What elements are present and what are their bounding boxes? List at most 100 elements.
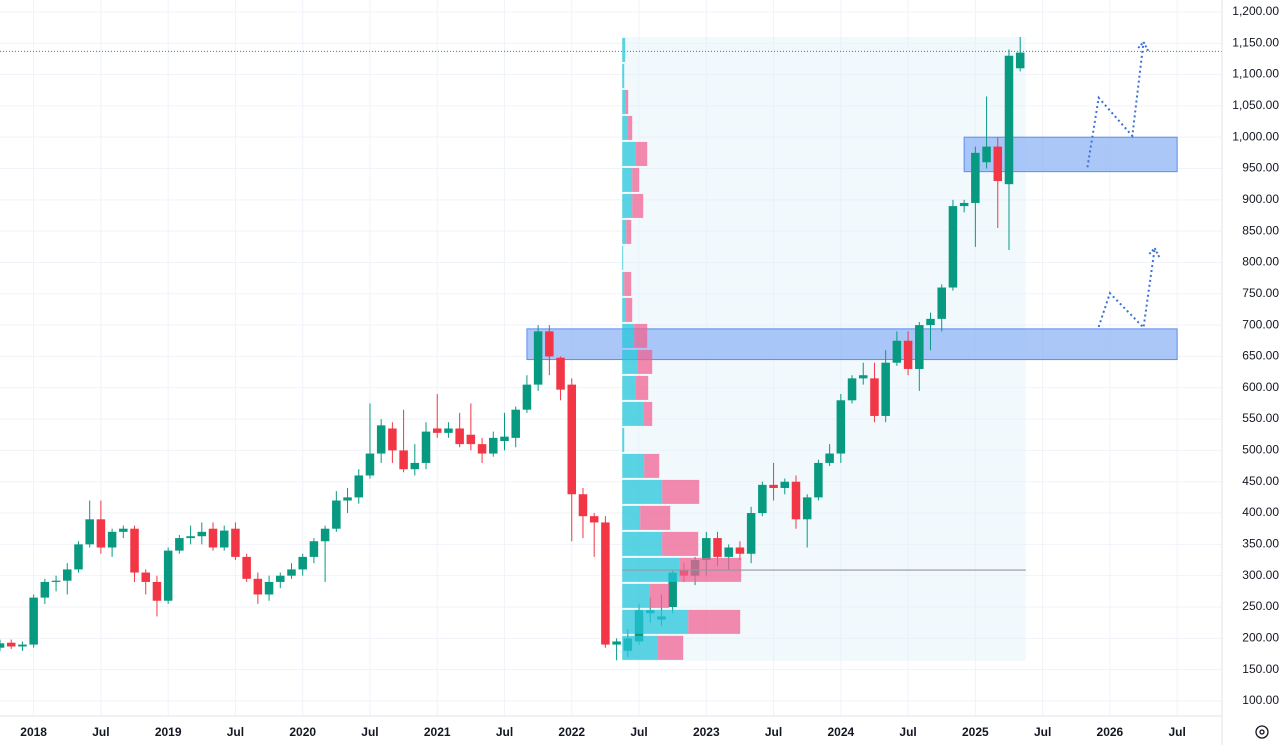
x-tick-label: 2025 xyxy=(962,725,989,739)
candle-body xyxy=(231,528,240,557)
profile-up xyxy=(622,531,663,556)
candle-body xyxy=(242,556,251,579)
candle-body xyxy=(466,434,476,445)
profile-up xyxy=(622,401,644,426)
candle-body xyxy=(814,462,823,498)
y-tick-label: 300.00 xyxy=(1242,568,1279,582)
candle-body xyxy=(141,572,151,582)
x-tick-label: Jul xyxy=(1034,725,1051,739)
candle-body xyxy=(444,428,453,433)
settings-ring[interactable] xyxy=(1255,725,1269,739)
candle-body xyxy=(152,581,162,601)
candle-body xyxy=(858,375,868,379)
candle-body xyxy=(802,497,812,520)
candle-body xyxy=(545,331,554,357)
candle-body xyxy=(74,544,83,570)
candle-body xyxy=(264,581,274,595)
candle-body xyxy=(847,378,857,401)
x-tick-label: 2026 xyxy=(1097,725,1124,739)
candle-body xyxy=(511,409,520,438)
candle-body xyxy=(489,437,498,454)
profile-up xyxy=(622,115,628,140)
candle-body xyxy=(533,331,543,385)
projection-arrowhead xyxy=(1136,40,1150,52)
x-tick-label: 2020 xyxy=(289,725,316,739)
candle-body xyxy=(971,152,980,203)
candle-body xyxy=(702,538,711,561)
y-tick-label: 250.00 xyxy=(1242,599,1279,613)
candle-body xyxy=(107,531,117,548)
profile-down xyxy=(634,323,648,348)
candle-body xyxy=(6,642,16,647)
x-tick-label: Jul xyxy=(361,725,378,739)
candle-body xyxy=(354,475,364,498)
candle-body xyxy=(455,428,464,445)
candle-body xyxy=(1015,52,1025,69)
profile-up xyxy=(622,167,633,192)
candle-body xyxy=(51,580,61,582)
profile-down xyxy=(635,375,649,400)
profile-down xyxy=(640,505,671,530)
profile-down xyxy=(625,89,629,114)
profile-up xyxy=(622,141,636,166)
candle-body xyxy=(578,494,588,517)
settings-core[interactable] xyxy=(1259,729,1265,735)
x-tick-label: Jul xyxy=(899,725,916,739)
candle-body xyxy=(376,425,386,454)
x-tick-label: 2022 xyxy=(558,725,585,739)
candle-body xyxy=(388,428,397,451)
y-tick-label: 1,150.00 xyxy=(1232,35,1279,49)
profile-up xyxy=(622,297,626,322)
x-tick-label: Jul xyxy=(92,725,109,739)
profile-up xyxy=(622,37,626,62)
profile-down xyxy=(627,115,633,140)
candle-body xyxy=(589,516,599,523)
profile-up xyxy=(622,453,645,478)
y-tick-label: 1,050.00 xyxy=(1232,98,1279,112)
x-tick-label: 2019 xyxy=(155,725,182,739)
profile-down xyxy=(625,297,633,322)
y-tick-label: 200.00 xyxy=(1242,630,1279,644)
profile-up xyxy=(622,89,626,114)
projection-arrowhead xyxy=(1147,246,1161,258)
candle-body xyxy=(567,384,577,495)
candle-body xyxy=(332,500,341,529)
profile-down xyxy=(635,141,648,166)
candle-body xyxy=(1004,55,1014,185)
candle-body xyxy=(903,340,913,369)
candle-body xyxy=(343,497,352,501)
x-tick-label: Jul xyxy=(496,725,513,739)
y-tick-label: 800.00 xyxy=(1242,255,1279,269)
y-tick-label: 900.00 xyxy=(1242,192,1279,206)
profile-down xyxy=(643,401,653,426)
projection-path xyxy=(1086,41,1145,168)
profile-up xyxy=(622,323,635,348)
candle-body xyxy=(746,513,756,554)
y-tick-label: 950.00 xyxy=(1242,161,1279,175)
x-tick-label: 2023 xyxy=(693,725,720,739)
candle-body xyxy=(959,202,969,207)
x-tick-label: Jul xyxy=(630,725,647,739)
candle-body xyxy=(410,462,420,470)
settings-icon[interactable] xyxy=(1255,725,1269,739)
y-tick-label: 650.00 xyxy=(1242,349,1279,363)
candle-body xyxy=(29,597,38,645)
profile-down xyxy=(688,609,741,634)
candle-body xyxy=(601,522,610,645)
candle-body xyxy=(0,643,5,648)
y-tick-label: 100.00 xyxy=(1242,693,1279,707)
x-tick-label: Jul xyxy=(765,725,782,739)
candle-body xyxy=(612,641,621,645)
candle-body xyxy=(937,287,946,319)
profile-down xyxy=(632,193,644,218)
candle-body xyxy=(836,400,846,454)
y-tick-label: 500.00 xyxy=(1242,443,1279,457)
profile-up xyxy=(622,479,663,504)
x-tick-label: Jul xyxy=(227,725,244,739)
candle-body xyxy=(948,206,958,288)
candle-body xyxy=(309,541,319,557)
candle-body xyxy=(982,146,991,163)
candle-body xyxy=(735,547,745,554)
profile-down xyxy=(624,271,632,296)
